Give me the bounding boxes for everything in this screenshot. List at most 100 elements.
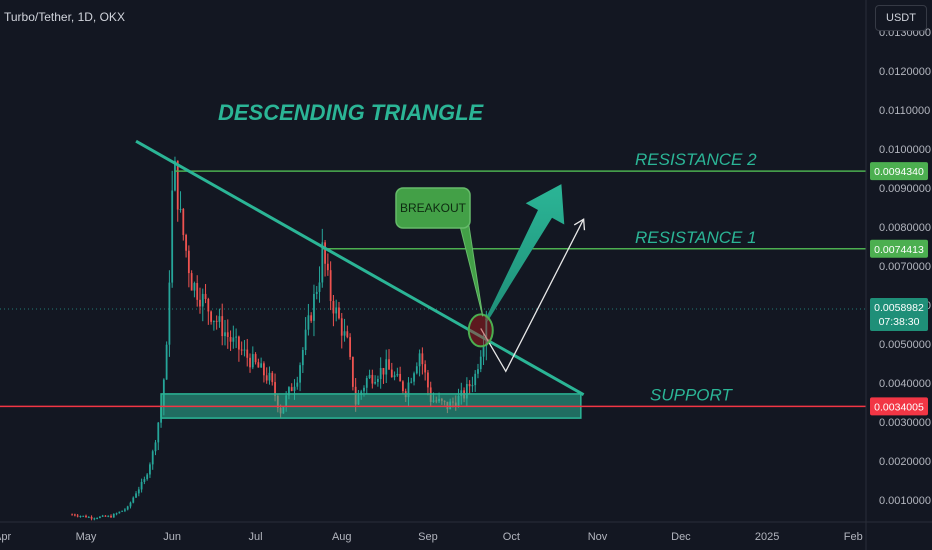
candle-body[interactable] [349, 337, 351, 357]
candle-body[interactable] [107, 515, 110, 517]
candle-body[interactable] [382, 367, 385, 375]
candle-body[interactable] [179, 209, 182, 211]
candle-body[interactable] [115, 513, 118, 515]
candle-body[interactable] [296, 382, 299, 387]
candle-body[interactable] [402, 381, 404, 392]
candle-body[interactable] [146, 474, 149, 480]
candle-body[interactable] [385, 359, 388, 375]
candle-body[interactable] [221, 316, 224, 337]
candle-body[interactable] [226, 332, 229, 338]
candle-body[interactable] [301, 349, 304, 366]
candle-body[interactable] [210, 311, 212, 322]
candle-body[interactable] [246, 349, 249, 358]
candle-body[interactable] [243, 349, 246, 351]
candle-body[interactable] [110, 515, 112, 518]
candle-body[interactable] [182, 209, 185, 235]
candle-body[interactable] [379, 367, 382, 379]
candle-body[interactable] [427, 372, 429, 388]
candle-body[interactable] [260, 363, 263, 368]
candle-body[interactable] [293, 386, 296, 391]
candle-body[interactable] [477, 369, 479, 374]
candle-body[interactable] [290, 387, 293, 391]
candle-body[interactable] [468, 384, 471, 387]
candle-body[interactable] [329, 270, 332, 302]
candle-body[interactable] [254, 354, 257, 363]
candle-body[interactable] [363, 387, 365, 392]
candle-body[interactable] [415, 366, 418, 374]
candle-body[interactable] [324, 242, 326, 264]
candle-body[interactable] [85, 515, 87, 518]
candle-body[interactable] [465, 384, 468, 399]
candle-body[interactable] [421, 353, 424, 365]
candle-body[interactable] [118, 511, 121, 514]
candle-body[interactable] [340, 318, 343, 336]
candle-body[interactable] [132, 497, 135, 503]
candle-body[interactable] [374, 381, 377, 384]
candle-body[interactable] [365, 378, 368, 388]
candle-body[interactable] [485, 314, 488, 346]
candle-body[interactable] [307, 315, 310, 330]
candle-body[interactable] [268, 372, 271, 381]
candle-body[interactable] [121, 510, 124, 512]
candle-body[interactable] [413, 373, 415, 382]
candle-body[interactable] [396, 373, 399, 376]
candle-body[interactable] [274, 382, 276, 396]
candle-body[interactable] [407, 382, 410, 398]
plot-area[interactable]: RESISTANCE 2 RESISTANCE 1 SUPPORT BREAKOUT D… [0, 100, 866, 521]
candle-body[interactable] [157, 422, 160, 443]
candle-body[interactable] [229, 337, 232, 342]
candle-body[interactable] [207, 298, 210, 312]
candle-body[interactable] [190, 273, 193, 291]
candle-body[interactable] [240, 349, 243, 351]
breakout-callout[interactable] [395, 187, 471, 229]
candle-body[interactable] [199, 299, 201, 307]
candle-body[interactable] [171, 190, 174, 283]
candle-body[interactable] [410, 381, 413, 383]
candle-body[interactable] [143, 479, 146, 482]
candle-body[interactable] [460, 390, 463, 396]
candle-body[interactable] [71, 514, 73, 516]
currency-button[interactable]: USDT [875, 5, 927, 31]
candle-body[interactable] [90, 516, 93, 519]
candle-body[interactable] [168, 282, 171, 345]
candle-body[interactable] [371, 374, 374, 384]
candle-body[interactable] [232, 337, 235, 342]
candle-body[interactable] [249, 357, 251, 368]
candle-body[interactable] [73, 514, 76, 516]
candle-body[interactable] [399, 373, 402, 382]
candle-body[interactable] [165, 344, 168, 380]
candle-body[interactable] [201, 293, 204, 307]
candle-body[interactable] [265, 375, 268, 381]
candle-body[interactable] [224, 332, 226, 337]
candle-body[interactable] [393, 375, 396, 378]
descending-trendline[interactable] [135, 139, 585, 397]
candle-body[interactable] [137, 489, 140, 494]
candle-body[interactable] [93, 518, 96, 520]
candle-body[interactable] [388, 359, 390, 370]
candle-body[interactable] [474, 373, 477, 386]
candle-body[interactable] [315, 291, 318, 294]
candle-body[interactable] [346, 331, 349, 338]
candle-body[interactable] [126, 506, 129, 510]
candle-body[interactable] [154, 442, 157, 452]
candle-body[interactable] [135, 493, 137, 498]
candle-body[interactable] [140, 481, 143, 490]
candle-body[interactable] [338, 307, 340, 319]
candle-body[interactable] [104, 515, 107, 517]
candle-body[interactable] [318, 282, 321, 292]
candle-body[interactable] [235, 336, 238, 338]
candle-body[interactable] [390, 369, 393, 378]
candle-body[interactable] [212, 320, 215, 322]
candle-body[interactable] [196, 283, 199, 300]
candle-body[interactable] [332, 301, 335, 314]
candle-body[interactable] [174, 160, 176, 191]
candle-body[interactable] [82, 515, 85, 517]
candle-body[interactable] [326, 263, 329, 271]
breakout-circle[interactable] [467, 313, 494, 348]
candle-body[interactable] [288, 387, 290, 396]
candle-body[interactable] [263, 363, 265, 376]
candle-body[interactable] [87, 516, 90, 518]
candle-body[interactable] [204, 293, 207, 299]
candle-body[interactable] [218, 316, 221, 322]
candle-body[interactable] [99, 516, 101, 518]
